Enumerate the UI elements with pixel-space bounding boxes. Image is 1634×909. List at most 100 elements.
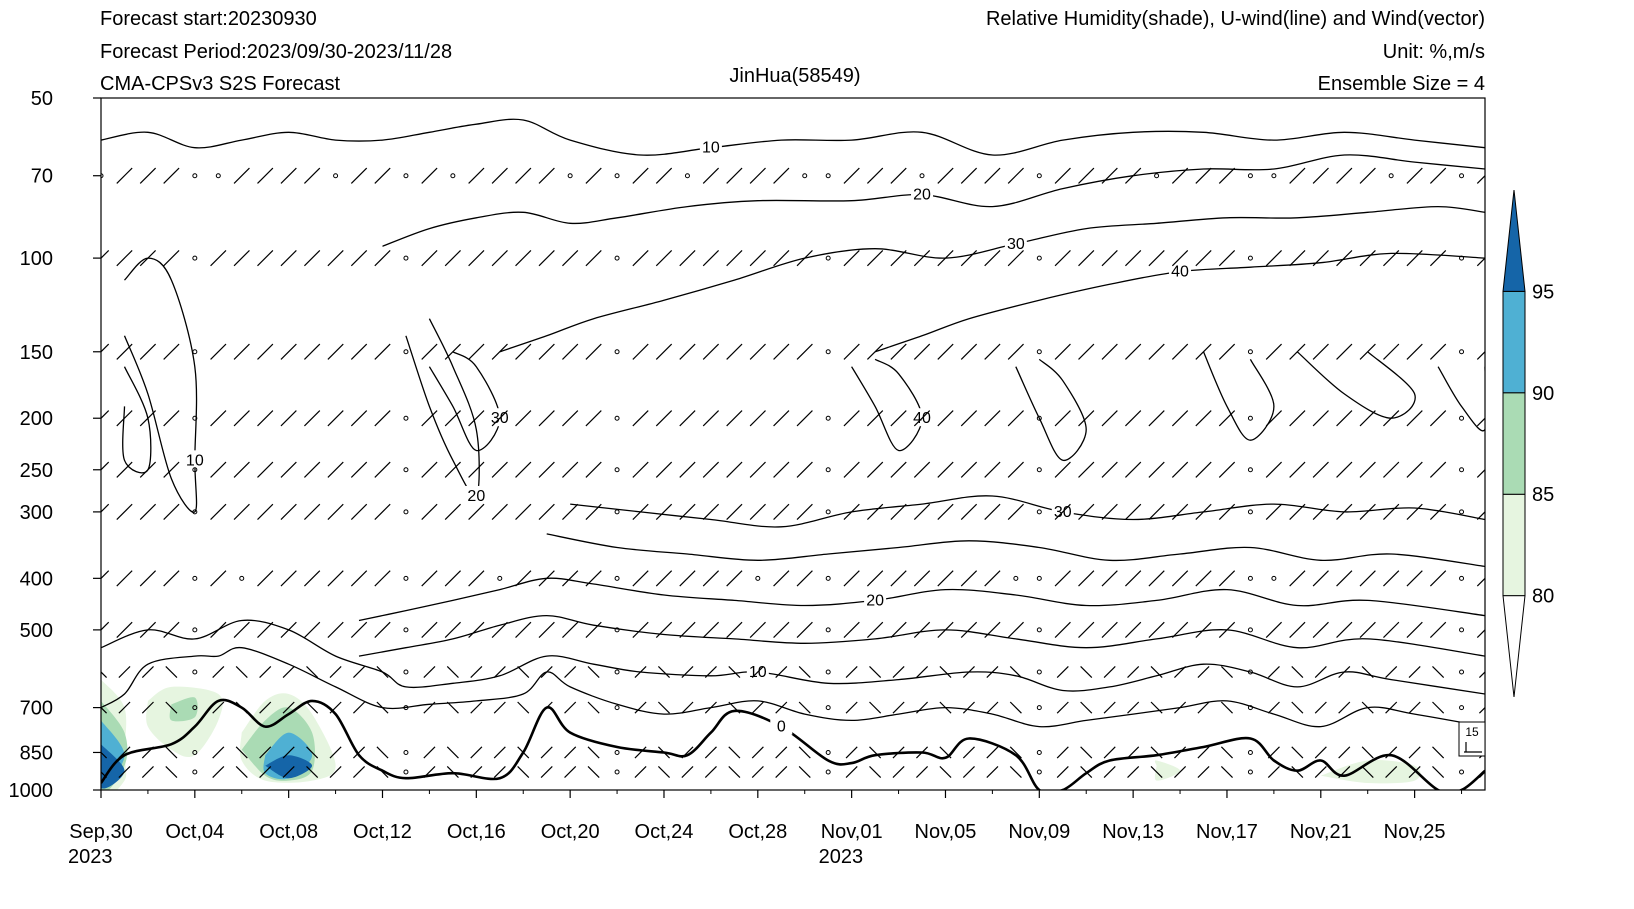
wind-vector bbox=[1127, 765, 1140, 779]
wind-vector bbox=[1429, 343, 1447, 360]
wind-vector bbox=[843, 461, 860, 478]
wind-vector bbox=[773, 621, 790, 639]
wind-vector bbox=[163, 503, 180, 521]
calm-wind-marker bbox=[567, 173, 573, 179]
wind-vector bbox=[1338, 701, 1351, 714]
wind-vector bbox=[702, 410, 720, 427]
wind-vector bbox=[1103, 665, 1116, 679]
wind-vector bbox=[517, 746, 530, 759]
wind-vector bbox=[1171, 570, 1189, 587]
calm-wind-marker bbox=[825, 415, 831, 421]
wind-vector bbox=[538, 167, 555, 184]
wind-vector bbox=[1218, 461, 1236, 478]
wind-vector bbox=[962, 665, 975, 679]
wind-vector bbox=[468, 570, 485, 587]
wind-vector bbox=[1125, 343, 1142, 360]
wind-vector bbox=[327, 503, 344, 521]
wind-vector bbox=[421, 343, 438, 360]
wind-vector bbox=[257, 570, 274, 587]
calm-wind-marker bbox=[614, 349, 620, 355]
wind-vector bbox=[421, 461, 438, 478]
y-axis: 50 70 100 150 200 250 300 400 500 700 850 1000 bbox=[9, 88, 101, 802]
wind-vector bbox=[866, 621, 884, 639]
wind-vector bbox=[986, 746, 999, 759]
wind-vector bbox=[587, 701, 600, 714]
calm-wind-marker bbox=[1247, 255, 1253, 261]
wind-vector bbox=[1432, 665, 1445, 679]
wind-vector bbox=[984, 249, 1001, 267]
wind-vector bbox=[1359, 167, 1376, 184]
wind-vector bbox=[1289, 249, 1306, 267]
wind-vector bbox=[704, 746, 717, 759]
wind-vector bbox=[890, 503, 907, 521]
calm-wind-marker bbox=[192, 769, 198, 775]
wind-vector bbox=[655, 621, 673, 639]
wind-vector bbox=[233, 343, 250, 360]
calm-wind-marker bbox=[825, 749, 831, 755]
wind-vector bbox=[257, 503, 274, 521]
wind-vector bbox=[773, 410, 790, 427]
calm-wind-marker bbox=[802, 173, 808, 179]
wind-vector bbox=[866, 461, 884, 478]
wind-vector bbox=[538, 461, 555, 478]
wind-vector bbox=[1406, 503, 1423, 521]
wind-vector bbox=[937, 621, 954, 639]
wind-vector bbox=[726, 570, 743, 587]
calm-wind-marker bbox=[1459, 627, 1465, 633]
calm-wind-marker bbox=[1459, 415, 1465, 421]
wind-vector bbox=[681, 746, 694, 759]
wind-vector bbox=[233, 621, 250, 639]
wind-vector bbox=[796, 410, 813, 427]
wind-vector bbox=[1432, 701, 1445, 714]
wind-vector bbox=[538, 503, 555, 521]
wind-vector bbox=[866, 503, 884, 521]
wind-vector bbox=[1406, 410, 1423, 427]
wind-vector bbox=[681, 665, 694, 679]
wind-vector bbox=[1265, 461, 1283, 478]
variables-label: Relative Humidity(shade), U-wind(line) a… bbox=[985, 8, 1485, 30]
calm-wind-marker bbox=[1247, 173, 1253, 179]
wind-vector bbox=[892, 765, 905, 779]
wind-vector bbox=[1476, 174, 1485, 184]
contour-label-bg bbox=[911, 184, 934, 203]
calm-wind-marker bbox=[1247, 415, 1253, 421]
wind-vector bbox=[1009, 746, 1022, 759]
wind-vector bbox=[751, 701, 764, 714]
wind-vector bbox=[562, 249, 579, 267]
reference-vector-label: 15 bbox=[1465, 725, 1479, 739]
wind-vector bbox=[350, 343, 368, 360]
wind-vector bbox=[562, 343, 579, 360]
calm-wind-marker bbox=[333, 173, 339, 179]
wind-vector bbox=[1338, 765, 1351, 779]
x-tick-label: Oct,16 bbox=[447, 821, 506, 843]
wind-vector bbox=[1478, 671, 1485, 679]
wind-vector bbox=[446, 765, 459, 779]
wind-vector bbox=[1383, 343, 1400, 360]
wind-vector bbox=[939, 701, 952, 714]
wind-vector bbox=[796, 503, 813, 521]
wind-vector bbox=[843, 503, 860, 521]
wind-vector bbox=[329, 665, 342, 679]
wind-vector bbox=[212, 665, 225, 679]
wind-vector bbox=[233, 167, 250, 184]
wind-vector bbox=[1385, 746, 1398, 759]
wind-vector bbox=[913, 461, 931, 478]
calm-wind-marker bbox=[1036, 349, 1042, 355]
wind-vector bbox=[1171, 461, 1189, 478]
wind-vector bbox=[1289, 461, 1306, 478]
calm-wind-marker bbox=[825, 705, 831, 711]
wind-vector bbox=[1361, 701, 1374, 714]
wind-vector bbox=[1101, 461, 1118, 478]
wind-vector bbox=[327, 343, 344, 360]
wind-vector bbox=[1265, 503, 1283, 521]
wind-vector bbox=[892, 701, 905, 714]
wind-vector bbox=[1338, 746, 1351, 759]
wind-vector bbox=[257, 621, 274, 639]
wind-vector bbox=[540, 701, 553, 714]
calm-wind-marker bbox=[497, 575, 503, 581]
wind-vector bbox=[773, 343, 790, 360]
u-wind-contour-30-9 bbox=[499, 205, 1485, 353]
wind-vector bbox=[749, 167, 766, 184]
wind-vector bbox=[1220, 746, 1233, 759]
wind-vector bbox=[116, 461, 133, 478]
